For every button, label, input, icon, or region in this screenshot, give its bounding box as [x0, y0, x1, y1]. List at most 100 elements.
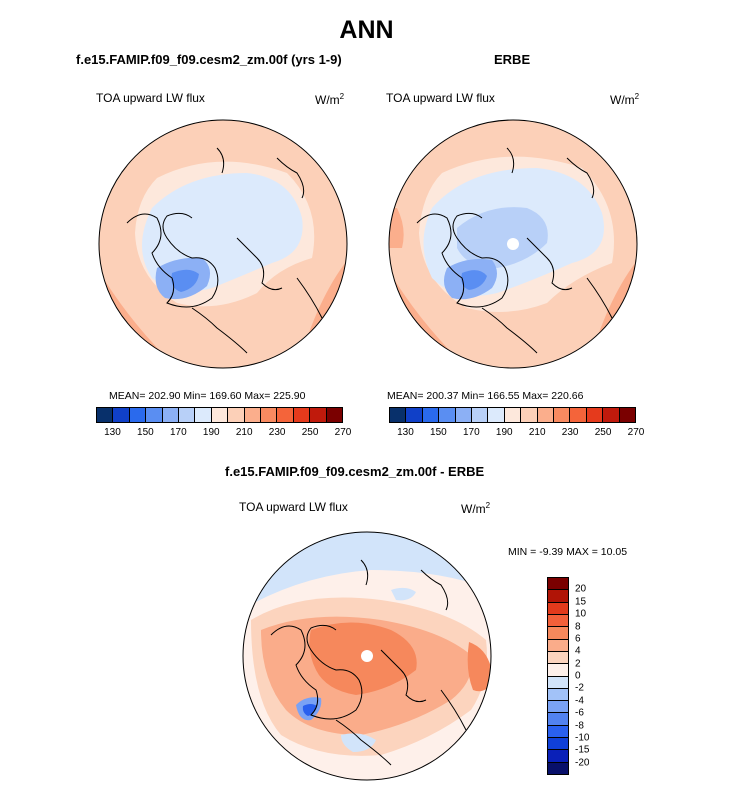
obs-colorbar-cell	[570, 408, 587, 422]
diff-variable-label: TOA upward LW flux	[239, 500, 348, 514]
obs-colorbar-tick-label: 150	[430, 427, 447, 438]
obs-colorbar-tick-label: 230	[561, 427, 579, 438]
diff-colorbar-tick-label: -4	[575, 695, 584, 707]
obs-colorbar-cell	[619, 408, 636, 422]
diff-polar-hole	[361, 650, 373, 662]
obs-colorbar-tick-label: 210	[528, 427, 546, 438]
model-colorbar-tick-label: 210	[235, 427, 253, 438]
model-colorbar-cell	[211, 408, 229, 422]
diff-colorbar-tick-label: 0	[575, 670, 581, 682]
diff-colorbar-tick-label: 20	[575, 583, 587, 595]
diff-stats: MIN = -9.39 MAX = 10.05	[508, 546, 628, 558]
diff-colorbar-cell	[548, 651, 568, 665]
model-colorbar-cell	[129, 408, 147, 422]
diff-colorbar-cell	[548, 762, 568, 774]
obs-colorbar-cell	[472, 408, 489, 422]
model-stats: MEAN= 202.90 Min= 169.60 Max= 225.90	[109, 390, 306, 402]
obs-colorbar-cell	[422, 408, 440, 422]
model-colorbar-cell	[310, 408, 327, 422]
obs-colorbar-cell	[488, 408, 505, 422]
model-variable-label: TOA upward LW flux	[96, 91, 205, 105]
diff-colorbar-tick-label: 6	[575, 633, 581, 645]
diff-colorbar-tick-label: -10	[575, 732, 590, 744]
model-colorbar	[96, 407, 343, 423]
obs-colorbar-tick-label: 130	[397, 427, 414, 438]
model-colorbar-cell	[326, 408, 343, 422]
obs-colorbar-cell	[406, 408, 423, 422]
diff-field-cool-patches	[341, 587, 416, 752]
diff-colorbar-tick-label: 4	[575, 645, 581, 657]
obs-field-mild-cold	[457, 207, 548, 268]
model-polar-map	[98, 119, 348, 369]
diff-panel-title: f.e15.FAMIP.f09_f09.cesm2_zm.00f - ERBE	[225, 464, 485, 479]
model-colorbar-tick-label: 270	[334, 427, 352, 438]
obs-polar-hole	[507, 238, 519, 250]
model-colorbar-tick-label: 190	[202, 427, 220, 438]
model-colorbar-cell	[97, 408, 114, 422]
diff-colorbar-cell	[548, 738, 568, 751]
diff-colorbar-tick-label: -8	[575, 720, 584, 731]
obs-coastline	[416, 147, 613, 354]
model-colorbar-cell	[162, 408, 180, 422]
diff-colorbar-tick-label: 15	[575, 596, 587, 608]
diff-colorbar-cell	[548, 602, 568, 615]
diff-colorbar-tick-label: -20	[575, 757, 590, 769]
diff-colorbar-cell	[548, 713, 568, 726]
obs-colorbar-cell	[455, 408, 473, 422]
diff-colorbar	[547, 577, 569, 775]
obs-colorbar-tick-label: 170	[462, 427, 480, 438]
model-colorbar-tick-label: 230	[268, 427, 286, 438]
diff-field-cold-core	[302, 704, 317, 716]
diff-colorbar-cell	[548, 688, 568, 702]
model-field-colder	[171, 269, 199, 292]
diff-colorbar-cell	[548, 590, 568, 603]
obs-colorbar-cell	[603, 408, 620, 422]
obs-field-colder	[461, 270, 487, 290]
diff-colorbar-tick-label: 8	[575, 621, 581, 632]
model-units: W/m2	[315, 92, 345, 107]
model-colorbar-cell	[293, 408, 311, 422]
model-colorbar-cell	[261, 408, 278, 422]
diff-colorbar-cell	[548, 639, 568, 652]
diff-colorbar-cell	[548, 578, 568, 591]
model-coastline	[126, 147, 323, 354]
main-title: ANN	[339, 16, 394, 44]
model-colorbar-cell	[195, 408, 212, 422]
diff-colorbar-cell	[548, 614, 568, 628]
model-colorbar-tick-label: 170	[169, 427, 187, 438]
obs-polar-map	[388, 119, 638, 369]
diff-colorbar-tick-label: -2	[575, 682, 584, 694]
obs-colorbar-cell	[504, 408, 522, 422]
diff-colorbar-cell	[548, 701, 568, 714]
model-colorbar-cell	[179, 408, 196, 422]
diff-polar-map	[242, 531, 492, 781]
model-colorbar-cell	[244, 408, 262, 422]
obs-units: W/m2	[610, 92, 640, 107]
diff-field-east-warm	[467, 642, 491, 692]
obs-colorbar-cell	[554, 408, 571, 422]
obs-colorbar-cell	[390, 408, 407, 422]
obs-colorbar	[389, 407, 636, 423]
diff-colorbar-cell	[548, 750, 568, 763]
diff-colorbar-tick-label: 2	[575, 658, 581, 670]
model-colorbar-cell	[277, 408, 294, 422]
obs-colorbar-tick-label: 250	[594, 427, 612, 438]
obs-colorbar-cell	[439, 408, 456, 422]
diff-colorbar-cell	[548, 627, 568, 640]
diff-colorbar-tick-label: 10	[575, 608, 587, 620]
model-panel-title: f.e15.FAMIP.f09_f09.cesm2_zm.00f (yrs 1-…	[76, 52, 342, 67]
diff-colorbar-tick-label: -15	[575, 744, 590, 756]
obs-stats: MEAN= 200.37 Min= 166.55 Max= 220.66	[387, 390, 584, 402]
diff-coastline	[270, 559, 467, 766]
model-colorbar-cell	[113, 408, 130, 422]
obs-panel-title: ERBE	[494, 52, 531, 67]
obs-colorbar-tick-label: 190	[495, 427, 513, 438]
diff-units: W/m2	[461, 501, 491, 516]
model-colorbar-tick-label: 250	[301, 427, 319, 438]
obs-colorbar-cell	[586, 408, 604, 422]
obs-colorbar-cell	[537, 408, 555, 422]
model-colorbar-tick-label: 130	[104, 427, 121, 438]
diff-colorbar-cell	[548, 725, 568, 739]
diff-colorbar-cell	[548, 664, 568, 677]
model-colorbar-cell	[228, 408, 245, 422]
